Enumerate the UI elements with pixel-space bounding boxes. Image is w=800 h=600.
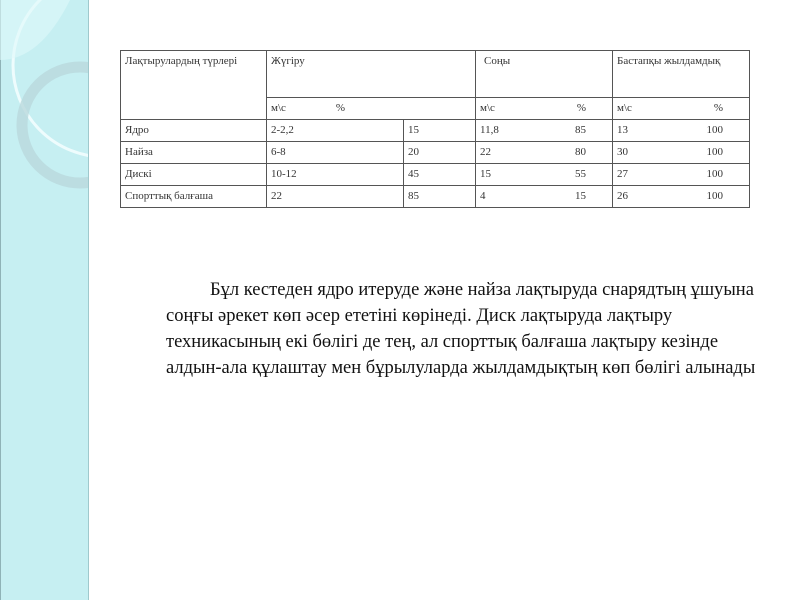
initial-speed: 13 <box>617 124 628 136</box>
subheader-initial: м\с% <box>612 97 750 120</box>
unit-speed: м\с <box>480 102 495 114</box>
row-name: Найза <box>120 141 267 164</box>
table-row: Ядро 2-2,2 15 11,8 85 13 100 <box>120 119 750 142</box>
table-row: Найза 6-8 20 22 80 30 100 <box>120 141 750 164</box>
decorative-circles-icon <box>0 0 88 189</box>
subheader-run: м\с% <box>266 97 476 120</box>
decorative-sidebar <box>0 0 89 600</box>
unit-percent: % <box>576 102 586 114</box>
unit-speed: м\с <box>617 102 632 114</box>
header-initial-speed: Бастапқы жылдамдық <box>612 50 750 98</box>
final-speed: 15 <box>480 168 491 180</box>
run-speed: 22 <box>266 185 404 208</box>
unit-percent: % <box>335 102 346 114</box>
conclusion-text: Бұл кестеден ядро итеруде және найза лақ… <box>166 279 756 378</box>
initial-percent: 100 <box>706 168 724 180</box>
header-final: Соңы <box>475 50 613 98</box>
initial-speed: 30 <box>617 146 628 158</box>
initial-percent: 100 <box>706 124 724 136</box>
header-throw-types: Лақтырулардың түрлері <box>120 50 267 120</box>
run-percent: 15 <box>403 119 476 142</box>
row-name: Спорттық балғаша <box>120 185 267 208</box>
final-percent: 80 <box>575 146 586 158</box>
row-name: Дискі <box>120 163 267 186</box>
final-speed: 4 <box>480 190 486 202</box>
initial-percent: 100 <box>706 190 724 202</box>
run-speed: 10-12 <box>266 163 404 186</box>
final-speed: 22 <box>480 146 491 158</box>
subheader-final: м\с% <box>475 97 613 120</box>
throwing-speed-table: Лақтырулардың түрлері Жүгіру Соңы Бастап… <box>120 50 750 208</box>
initial-percent: 100 <box>706 146 724 158</box>
unit-speed: м\с <box>271 102 286 114</box>
initial-speed: 26 <box>617 190 628 202</box>
run-percent: 20 <box>403 141 476 164</box>
table-row: Спорттық балғаша 22 85 4 15 26 100 <box>120 185 750 208</box>
run-speed: 2-2,2 <box>266 119 404 142</box>
unit-percent: % <box>713 102 723 114</box>
row-name: Ядро <box>120 119 267 142</box>
final-percent: 15 <box>575 190 586 202</box>
table-row: Дискі 10-12 45 15 55 27 100 <box>120 163 750 186</box>
run-speed: 6-8 <box>266 141 404 164</box>
header-run: Жүгіру <box>266 50 476 98</box>
final-percent: 55 <box>575 168 586 180</box>
initial-speed: 27 <box>617 168 628 180</box>
final-percent: 85 <box>575 124 586 136</box>
run-percent: 85 <box>403 185 476 208</box>
run-percent: 45 <box>403 163 476 186</box>
final-speed: 11,8 <box>480 124 499 136</box>
conclusion-paragraph: Бұл кестеден ядро итеруде және найза лақ… <box>166 277 756 381</box>
